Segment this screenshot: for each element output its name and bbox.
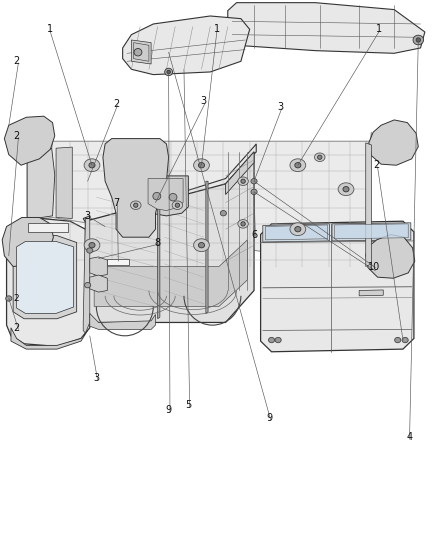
Polygon shape [226, 152, 254, 195]
Ellipse shape [251, 189, 257, 195]
Polygon shape [206, 181, 208, 313]
Ellipse shape [318, 155, 322, 159]
Ellipse shape [194, 159, 209, 172]
Ellipse shape [134, 49, 142, 56]
Text: 3: 3 [277, 102, 283, 111]
Ellipse shape [131, 201, 141, 209]
Polygon shape [13, 236, 77, 319]
Ellipse shape [6, 296, 12, 301]
Polygon shape [90, 257, 107, 276]
Ellipse shape [295, 163, 301, 168]
Ellipse shape [251, 179, 257, 184]
Ellipse shape [314, 153, 325, 161]
Polygon shape [103, 139, 169, 237]
Polygon shape [366, 143, 371, 266]
Polygon shape [123, 16, 250, 75]
Polygon shape [148, 179, 183, 211]
Polygon shape [7, 219, 90, 346]
Polygon shape [261, 221, 414, 352]
Ellipse shape [153, 192, 161, 200]
Ellipse shape [89, 243, 95, 248]
Polygon shape [83, 144, 256, 229]
Text: 10: 10 [368, 262, 381, 271]
Ellipse shape [402, 337, 408, 343]
Polygon shape [131, 40, 151, 64]
Ellipse shape [241, 222, 245, 226]
Polygon shape [263, 224, 329, 242]
Polygon shape [27, 132, 374, 269]
Text: 8: 8 [155, 238, 161, 247]
Ellipse shape [395, 337, 401, 343]
Text: 2: 2 [14, 56, 20, 66]
Polygon shape [107, 259, 129, 265]
Text: 2: 2 [14, 131, 20, 141]
Polygon shape [90, 313, 155, 329]
Ellipse shape [416, 38, 420, 42]
Polygon shape [90, 275, 107, 292]
Text: 6: 6 [251, 230, 257, 239]
Polygon shape [2, 217, 53, 266]
Ellipse shape [84, 239, 100, 252]
Polygon shape [11, 328, 88, 349]
Text: 1: 1 [47, 25, 53, 34]
Polygon shape [369, 120, 418, 165]
Polygon shape [228, 3, 425, 53]
Text: 1: 1 [214, 25, 220, 34]
Ellipse shape [87, 248, 93, 253]
Polygon shape [265, 225, 328, 240]
Polygon shape [85, 152, 254, 322]
Polygon shape [134, 43, 149, 61]
Polygon shape [83, 219, 90, 333]
Polygon shape [94, 240, 247, 306]
Ellipse shape [89, 163, 95, 168]
Ellipse shape [275, 337, 281, 343]
Ellipse shape [268, 337, 275, 343]
Ellipse shape [413, 35, 424, 45]
Ellipse shape [343, 187, 349, 192]
Polygon shape [366, 235, 415, 278]
Text: 9: 9 [266, 414, 272, 423]
Polygon shape [335, 224, 408, 239]
Ellipse shape [84, 159, 100, 172]
Text: 3: 3 [201, 96, 207, 106]
Ellipse shape [238, 220, 248, 228]
Polygon shape [28, 223, 68, 232]
Ellipse shape [134, 203, 138, 207]
Ellipse shape [169, 193, 177, 201]
Text: 4: 4 [406, 432, 413, 442]
Polygon shape [332, 223, 411, 241]
Text: 3: 3 [85, 211, 91, 221]
Ellipse shape [198, 243, 205, 248]
Polygon shape [359, 290, 383, 296]
Ellipse shape [290, 223, 306, 236]
Polygon shape [145, 176, 188, 216]
Ellipse shape [238, 177, 248, 185]
Ellipse shape [172, 201, 183, 209]
Text: 5: 5 [185, 400, 191, 410]
Ellipse shape [198, 163, 205, 168]
Ellipse shape [167, 70, 170, 74]
Ellipse shape [220, 211, 226, 216]
Text: 2: 2 [374, 160, 380, 170]
Polygon shape [158, 185, 160, 319]
Polygon shape [56, 147, 72, 219]
Ellipse shape [85, 282, 91, 288]
Ellipse shape [290, 159, 306, 172]
Text: 2: 2 [14, 294, 19, 303]
Ellipse shape [194, 239, 209, 252]
Ellipse shape [338, 183, 354, 196]
Text: 3: 3 [93, 374, 99, 383]
Text: 9: 9 [166, 406, 172, 415]
Polygon shape [27, 148, 55, 220]
Ellipse shape [241, 179, 245, 183]
Text: 7: 7 [113, 198, 119, 207]
Text: 2: 2 [113, 99, 119, 109]
Ellipse shape [295, 227, 301, 232]
Ellipse shape [175, 203, 180, 207]
Text: 1: 1 [376, 25, 382, 34]
Polygon shape [4, 116, 55, 165]
Ellipse shape [165, 68, 173, 76]
Polygon shape [17, 241, 74, 313]
Text: 2: 2 [14, 323, 20, 333]
